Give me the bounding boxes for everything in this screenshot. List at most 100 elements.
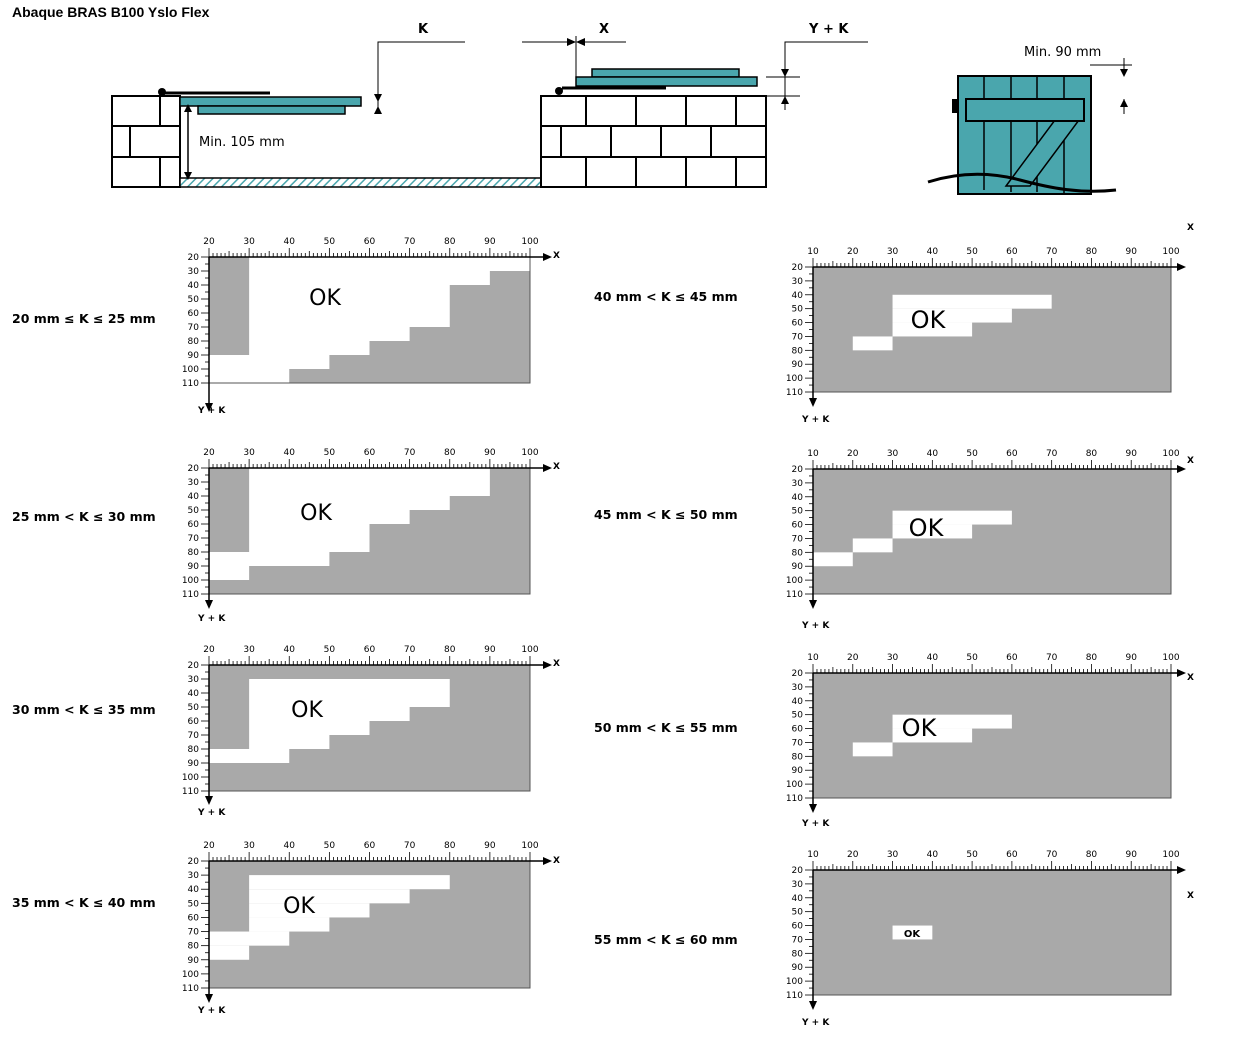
- y-tick-label: 90: [792, 360, 804, 370]
- x-tick-label: 40: [927, 449, 939, 459]
- y-tick-label: 100: [786, 780, 803, 790]
- x-axis-name: X: [553, 659, 560, 669]
- x-tick-label: 90: [484, 237, 496, 247]
- ok-zone-cell: [249, 707, 410, 721]
- y-axis-name: Y + K: [197, 808, 226, 818]
- abaque-chart-3: 30 mm < K ≤ 35 mm X Y + K 20 30 40 50 60 70 80 90 1…: [12, 645, 560, 818]
- ok-zone-cell: [892, 510, 1012, 525]
- x-tick-label: 90: [484, 645, 496, 655]
- right-pillar: [540, 95, 767, 188]
- x-tick-label: 50: [324, 645, 336, 655]
- ok-zone-cell: [249, 327, 410, 341]
- x-tick-label: 30: [243, 237, 255, 247]
- x-tick-label: 20: [847, 653, 859, 663]
- y-axis-arrow: [809, 600, 817, 609]
- x-axis-arrow: [1177, 465, 1186, 473]
- y-tick-label: 80: [792, 949, 804, 959]
- x-tick-label: 100: [521, 645, 538, 655]
- y-tick-label: 100: [786, 374, 803, 384]
- y-tick-label: 90: [188, 956, 200, 966]
- y-tick-label: 30: [792, 880, 804, 890]
- y-axis-arrow: [205, 403, 213, 412]
- x-axis-arrow: [1177, 263, 1186, 271]
- y-tick-label: 80: [792, 752, 804, 762]
- y-tick-label: 70: [188, 323, 200, 333]
- x-axis-arrow: [1177, 866, 1186, 874]
- min-105-label: Min. 105 mm: [199, 135, 285, 150]
- y-tick-label: 60: [792, 521, 804, 531]
- y-tick-label: 80: [188, 745, 200, 755]
- y-tick-label: 110: [786, 590, 803, 600]
- y-tick-label: 20: [188, 661, 200, 671]
- not-ok-zone: [813, 673, 1171, 798]
- ok-zone-cell: [209, 369, 290, 383]
- y-tick-label: 70: [792, 738, 804, 748]
- ok-label: OK: [283, 894, 315, 919]
- y-tick-label: 50: [188, 703, 200, 713]
- y-tick-label: 100: [182, 576, 199, 586]
- x-tick-label: 70: [1046, 850, 1058, 860]
- x-tick-label: 40: [284, 448, 296, 458]
- x-tick-label: 30: [887, 850, 899, 860]
- x-tick-label: 40: [927, 850, 939, 860]
- y-tick-label: 110: [786, 991, 803, 1001]
- x-dimension-label: X: [599, 22, 609, 37]
- ok-zone-cell: [249, 875, 450, 890]
- y-tick-label: 100: [182, 773, 199, 783]
- y-axis-name: Y + K: [197, 406, 226, 416]
- y-tick-label: 60: [792, 725, 804, 735]
- x-tick-label: 70: [1046, 653, 1058, 663]
- x-tick-label: 70: [1046, 247, 1058, 257]
- x-tick-label: 20: [203, 645, 215, 655]
- y-tick-label: 50: [792, 908, 804, 918]
- x-tick-label: 10: [807, 449, 819, 459]
- x-tick-label: 90: [1125, 247, 1137, 257]
- x-axis-name: X: [1187, 673, 1194, 683]
- x-tick-label: 30: [887, 653, 899, 663]
- y-tick-label: 30: [188, 675, 200, 685]
- ok-zone-cell: [249, 889, 410, 904]
- y-tick-label: 60: [188, 520, 200, 530]
- not-ok-zone: [813, 870, 1171, 995]
- x-tick-label: 60: [364, 237, 376, 247]
- y-tick-label: 110: [182, 379, 199, 389]
- ok-zone-cell: [249, 903, 370, 918]
- ok-zone-cell: [209, 945, 250, 960]
- y-tick-label: 80: [792, 548, 804, 558]
- x-tick-label: 50: [966, 653, 978, 663]
- ground-hatch: [179, 177, 542, 188]
- not-ok-zone: [813, 267, 1171, 392]
- ok-zone-cell: [249, 735, 330, 749]
- ok-zone-cell: [249, 510, 410, 524]
- x-tick-label: 80: [1086, 653, 1098, 663]
- x-tick-label: 20: [203, 448, 215, 458]
- x-tick-label: 40: [927, 653, 939, 663]
- y-axis-name: Y + K: [801, 415, 830, 425]
- x-tick-label: 100: [1162, 850, 1179, 860]
- right-motor-arm: [555, 68, 758, 95]
- ok-zone-cell: [249, 271, 490, 285]
- x-tick-label: 100: [1162, 247, 1179, 257]
- ok-zone-cell: [209, 566, 250, 580]
- y-tick-label: 80: [188, 548, 200, 558]
- y-tick-label: 60: [188, 717, 200, 727]
- x-tick-label: 100: [521, 841, 538, 851]
- y-axis-arrow: [205, 600, 213, 609]
- y-tick-label: 40: [188, 281, 200, 291]
- yk-dimension-label: Y + K: [808, 22, 849, 37]
- ok-label: OK: [309, 286, 341, 311]
- y-tick-label: 90: [792, 766, 804, 776]
- x-tick-label: 20: [847, 247, 859, 257]
- y-tick-label: 40: [188, 492, 200, 502]
- y-tick-label: 100: [786, 977, 803, 987]
- ok-zone-cell: [852, 336, 893, 351]
- y-tick-label: 80: [188, 942, 200, 952]
- ok-zone-cell: [892, 925, 933, 940]
- ok-zone-cell: [892, 728, 973, 743]
- x-tick-label: 70: [404, 841, 416, 851]
- x-tick-label: 30: [243, 448, 255, 458]
